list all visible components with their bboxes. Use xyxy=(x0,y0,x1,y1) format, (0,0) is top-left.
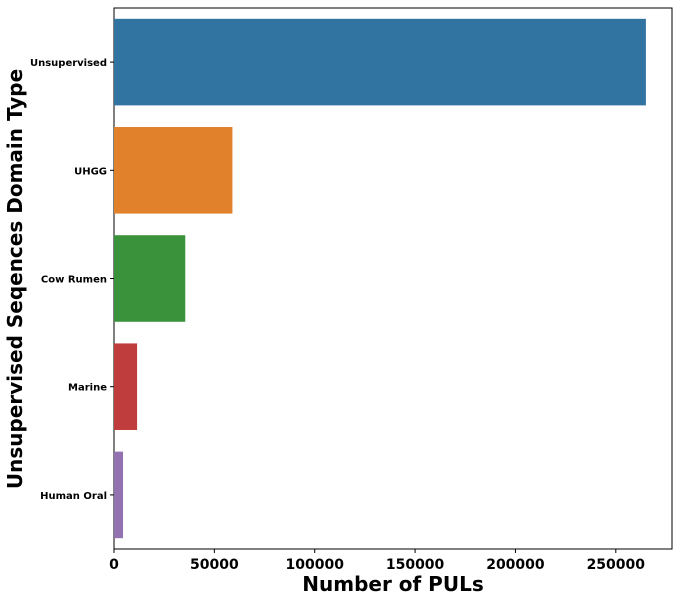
bar-cow-rumen xyxy=(114,235,186,322)
y-tick-label: Cow Rumen xyxy=(41,275,107,286)
bar-marine xyxy=(114,343,138,430)
x-tick-label: 150000 xyxy=(386,557,445,573)
y-tick-label: Human Oral xyxy=(40,491,107,502)
bars-group xyxy=(114,18,646,539)
x-tick-label: 50000 xyxy=(190,557,239,573)
y-axis-ticks: Unsupervised UHGG Cow Rumen Marine Human Ora… xyxy=(30,58,114,502)
y-tick-label: Marine xyxy=(68,383,107,394)
bar-uhgg xyxy=(114,127,233,214)
y-tick-label: UHGG xyxy=(74,166,107,177)
x-tick-label: 0 xyxy=(109,557,119,573)
x-tick-label: 250000 xyxy=(587,557,646,573)
y-axis-title: Unsupervised Seqences Domain Type xyxy=(3,69,27,489)
x-axis-ticks: 0 50000 100000 150000 200000 250000 xyxy=(109,549,645,573)
x-axis-title: Number of PULs xyxy=(302,572,483,596)
bar-unsupervised xyxy=(114,18,646,106)
y-tick-label: Unsupervised xyxy=(30,58,107,69)
bar-human-oral xyxy=(114,451,124,539)
x-tick-label: 200000 xyxy=(486,557,545,573)
x-tick-label: 100000 xyxy=(285,557,344,573)
